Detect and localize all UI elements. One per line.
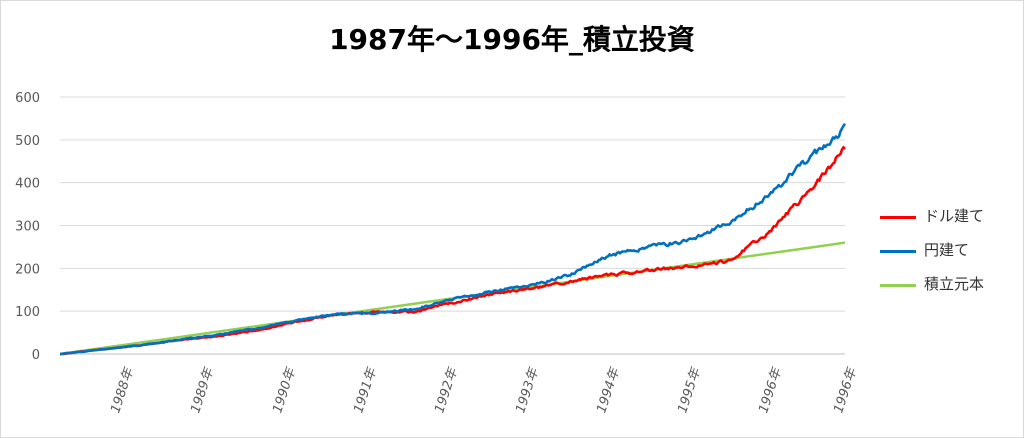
x-tick-label: 1991年 [351, 365, 380, 415]
x-tick-label: 1996年 [756, 365, 785, 415]
x-tick-label: 1995年 [675, 365, 704, 415]
legend-label: ドル建て [924, 207, 985, 225]
y-tick-label: 0 [32, 348, 40, 363]
y-tick-label: 600 [15, 91, 40, 106]
chart-title: 1987年～1996年_積立投資 [329, 23, 695, 56]
x-tick-label: 1994年 [594, 365, 623, 415]
legend-item: ドル建て [880, 203, 1020, 237]
y-tick-labels: 0 100 200 300 400 500 600 [15, 91, 40, 363]
y-tick-label: 300 [15, 220, 40, 235]
legend-swatch [880, 216, 916, 219]
x-tick-label: 1993年 [513, 365, 542, 415]
legend-item: 円建て [880, 237, 1020, 271]
y-tick-label: 400 [15, 177, 40, 192]
x-tick-label: 1990年 [270, 365, 299, 415]
legend-label: 円建て [924, 241, 970, 259]
x-tick-label: 1992年 [432, 365, 461, 415]
series-lines [59, 122, 847, 356]
x-tick-label: 1988年 [108, 365, 137, 415]
legend-item: 積立元本 [880, 271, 1020, 305]
gridlines [60, 96, 845, 355]
legend-swatch [880, 250, 916, 253]
x-tick-label: 1996年 [831, 365, 860, 415]
legend: ドル建て円建て積立元本 [880, 203, 1020, 305]
legend-label: 積立元本 [924, 275, 985, 293]
x-tick-label: 1989年 [188, 365, 217, 415]
y-tick-label: 100 [15, 305, 40, 320]
series-line-1 [60, 122, 847, 356]
series-line-0 [60, 146, 846, 356]
y-tick-label: 200 [15, 262, 40, 277]
x-tick-labels: 1988年 1989年 1990年 1991年 1992年 1993年 1994年 1995年… [108, 365, 860, 415]
y-tick-label: 500 [15, 134, 40, 149]
legend-swatch [880, 284, 916, 287]
